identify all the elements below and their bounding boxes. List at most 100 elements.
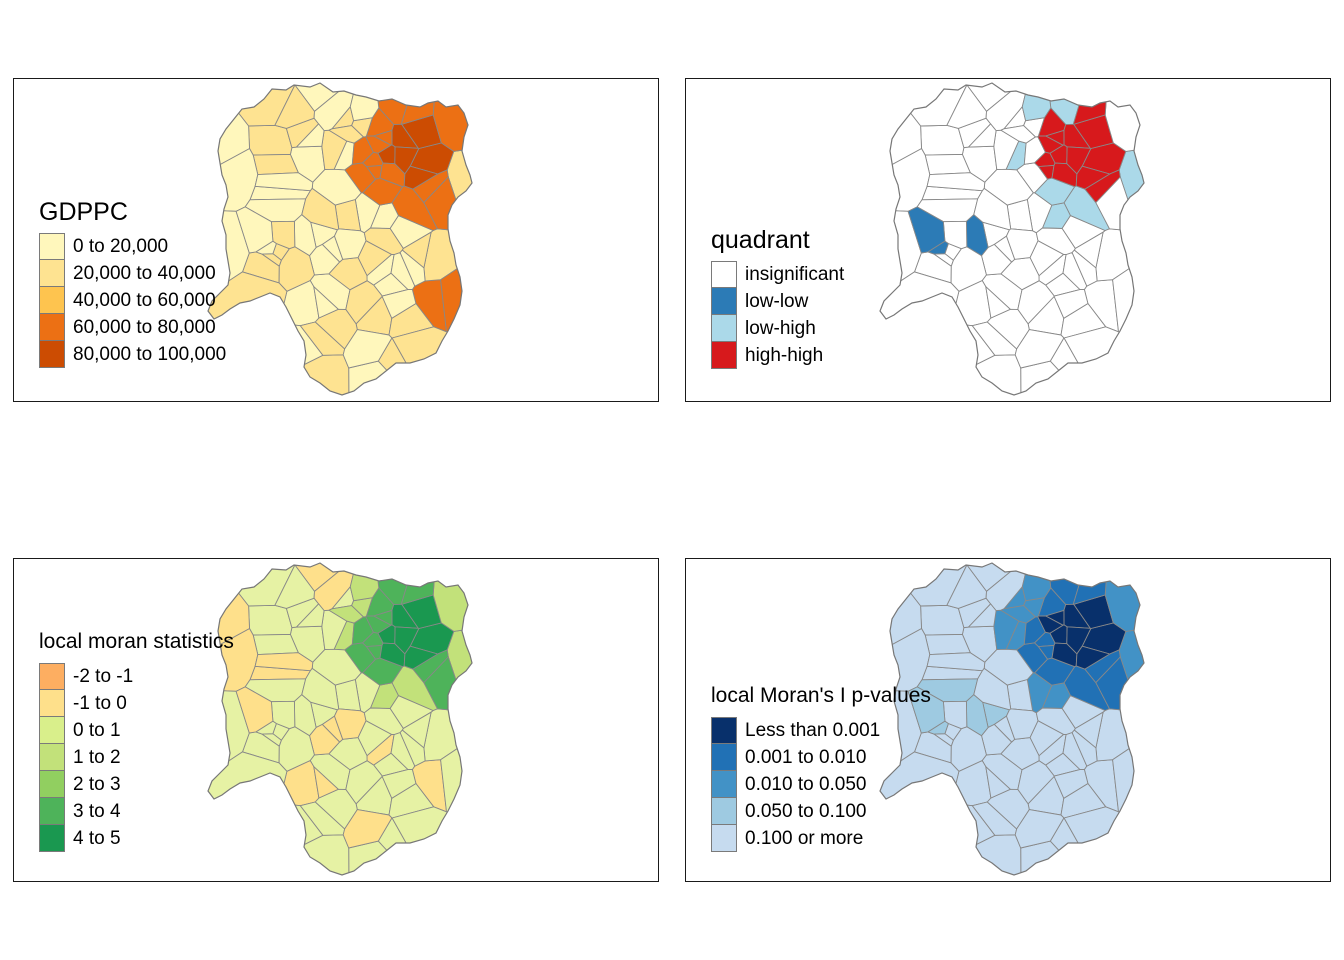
legend-title: local moran statistics [39,630,234,653]
legend-label: 0.001 to 0.010 [745,746,867,768]
legend-label: 60,000 to 80,000 [73,316,216,338]
legend-item: 80,000 to 100,000 [39,341,226,368]
county-region [208,83,250,226]
county-region [1000,605,1037,624]
gdppc-legend: GDPPC 0 to 20,000 20,000 to 40,000 40,00… [39,197,226,368]
legend-swatch [711,798,737,825]
legend-item: 3 to 4 [39,798,234,825]
legend-swatch [39,314,65,341]
county-region [907,686,946,734]
county-region [946,564,987,609]
legend-label: 4 to 5 [73,827,121,849]
legend-label: low-high [745,317,816,339]
county-region [924,153,971,176]
legend-swatch [39,798,65,825]
legend-item: 0.050 to 0.100 [711,798,931,825]
county-region [1051,162,1078,188]
legend-label: 0.010 to 0.050 [745,773,867,795]
pvalues-legend: local Moran's I p-values Less than 0.001… [711,681,931,852]
county-region [880,271,960,395]
legend-item: 0.010 to 0.050 [711,771,931,798]
county-region [432,83,472,152]
province-outline [207,562,473,876]
county-region [1014,329,1065,369]
county-region [379,642,406,668]
county-region [1104,563,1144,632]
county-region [381,289,417,319]
legend-label: 20,000 to 40,000 [73,262,216,284]
county-region [403,645,439,670]
county-region [342,329,393,369]
local-moran-choropleth [207,562,473,876]
province-outline [879,82,1145,396]
province-outline [207,82,473,396]
gdppc-choropleth [207,82,473,396]
legend-swatch [39,771,65,798]
legend-label: 3 to 4 [73,800,121,822]
legend-label: low-low [745,290,809,312]
county-region [208,271,288,395]
county-region [328,125,365,144]
county-region [1075,645,1111,670]
legend-label: 80,000 to 100,000 [73,343,227,365]
legend-item: 0 to 1 [39,717,234,744]
county-region [1118,113,1144,275]
legend-swatch [711,717,737,744]
legend-swatch [711,288,737,315]
legend-item: 40,000 to 60,000 [39,287,226,314]
county-region [248,604,293,636]
legend-swatch [711,771,737,798]
county-region [363,707,404,735]
county-region [1063,326,1144,395]
county-region [446,593,472,755]
county-region [1112,723,1144,875]
legend-item: -2 to -1 [39,663,234,690]
county-region [1053,769,1089,799]
legend-swatch [39,744,65,771]
county-region [381,769,417,799]
county-region [920,604,965,636]
legend-label: 1 to 2 [73,746,121,768]
county-region [880,563,922,706]
county-region [924,633,971,656]
legend-label: -2 to -1 [73,665,134,687]
county-region [379,162,406,188]
county-region [295,603,325,628]
county-region [391,326,472,395]
legend-label: 0.100 or more [745,827,864,849]
legend-label: 0 to 20,000 [73,235,169,257]
county-region [967,123,997,148]
local-moran-legend: local moran statistics -2 to -1 -1 to 0 … [39,627,234,852]
county-region [235,206,274,254]
county-region [208,563,250,706]
county-region [1053,289,1089,319]
county-region [208,751,288,875]
county-region [295,123,325,148]
legend-label: 40,000 to 60,000 [73,289,216,311]
legend-swatch [39,717,65,744]
legend-label: 0.050 to 0.100 [745,800,867,822]
legend-item: 60,000 to 80,000 [39,314,226,341]
legend-swatch [711,261,737,288]
legend-item: 20,000 to 40,000 [39,260,226,287]
county-region [301,187,340,231]
legend-swatch [39,663,65,690]
legend-item: Less than 0.001 [711,717,931,744]
legend-item: 0.100 or more [711,825,931,852]
legend-swatch [39,233,65,260]
legend-item: 2 to 3 [39,771,234,798]
legend-item: low-high [711,315,844,342]
legend-title: quadrant [711,226,810,254]
legend-item: -1 to 0 [39,690,234,717]
county-region [1112,243,1144,395]
county-region [946,84,987,129]
legend-swatch [39,260,65,287]
county-region [973,187,1012,231]
county-region [363,227,404,255]
county-region [440,723,472,875]
county-region [1037,615,1064,634]
local-moran-map-panel: local moran statistics -2 to -1 -1 to 0 … [13,558,659,882]
county-region [880,147,931,212]
county-region [880,751,960,875]
legend-swatch [711,825,737,852]
